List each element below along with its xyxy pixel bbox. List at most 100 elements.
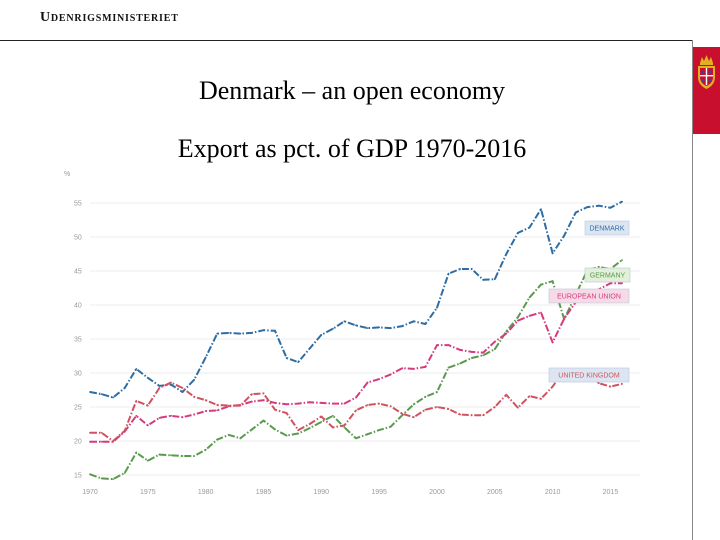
data-point-european-union [517,319,519,322]
data-point-germany [528,296,531,299]
data-point-european-union [308,401,311,404]
data-point-european-union [320,402,323,404]
data-point-united-kingdom [332,426,334,429]
y-tick-label: 55 [74,201,82,208]
data-point-denmark [424,323,427,325]
data-point-united-kingdom [528,395,531,397]
y-axis-label: % [64,171,70,178]
slide-title: Denmark – an open economy [198,76,506,105]
data-point-denmark [389,327,392,329]
data-point-european-union [89,440,91,443]
data-point-united-kingdom [100,431,103,434]
data-point-denmark [274,329,276,332]
data-point-germany [517,316,519,319]
data-point-denmark [204,356,207,359]
data-point-united-kingdom [366,404,369,406]
data-point-denmark [470,268,473,270]
data-point-united-kingdom [297,429,300,431]
x-tick-label: 2010 [545,489,561,496]
data-point-germany [239,437,242,440]
data-point-denmark [366,327,369,329]
ministry-name: Udenrigsministeriet [40,10,179,25]
data-point-denmark [355,324,357,327]
data-point-european-union [274,402,276,404]
data-point-united-kingdom [401,412,404,415]
data-point-denmark [227,332,230,334]
data-point-denmark [505,253,508,255]
coat-of-arms [693,47,720,134]
data-point-european-union [204,410,207,412]
data-point-european-union [332,402,334,405]
data-point-germany [378,429,380,431]
data-point-united-kingdom [505,393,508,396]
data-point-united-kingdom [320,415,323,418]
data-point-denmark [401,325,404,327]
data-point-european-union [158,417,161,419]
header-rule [0,40,693,41]
crown-shield-icon [698,55,715,89]
data-point-european-union [216,409,219,412]
data-point-germany [366,433,369,436]
data-point-germany [505,330,508,333]
data-point-united-kingdom [146,404,149,407]
data-point-germany [551,280,554,283]
data-point-denmark [100,393,103,395]
data-point-denmark [239,332,242,335]
data-point-united-kingdom [181,387,184,389]
data-point-united-kingdom [285,412,288,414]
data-point-germany [100,477,103,480]
data-point-european-union [401,367,404,370]
data-point-denmark [181,391,184,393]
data-point-germany [355,437,357,440]
data-point-germany [459,362,461,365]
data-point-european-union [470,351,473,353]
data-point-european-union [424,366,427,368]
data-point-united-kingdom [389,405,392,408]
data-point-european-union [412,368,415,370]
data-point-european-union [343,402,346,405]
data-point-european-union [262,399,265,402]
data-point-denmark [412,320,415,323]
x-tick-label: 2000 [429,489,445,496]
data-point-united-kingdom [204,399,207,402]
data-point-european-union [528,315,531,317]
data-point-germany [401,414,404,417]
y-tick-label: 50 [74,235,82,242]
side-rule [692,40,693,540]
data-point-united-kingdom [517,406,519,409]
data-point-european-union [609,282,612,285]
data-point-denmark [170,383,172,386]
series-line-germany [89,259,623,481]
data-point-germany [621,259,623,261]
data-point-united-kingdom [447,408,450,410]
data-point-denmark [193,378,196,381]
data-point-denmark [216,332,219,335]
data-point-united-kingdom [424,408,427,411]
x-tick-label: 1990 [314,489,330,496]
data-point-germany [598,266,600,268]
legend-label-european-union: EUROPEAN UNION [557,294,621,301]
data-point-germany [274,428,276,431]
data-point-united-kingdom [89,431,91,434]
data-point-united-kingdom [158,387,161,389]
data-point-european-union [493,340,496,343]
data-point-european-union [366,381,369,384]
data-point-germany [482,354,485,357]
chart-grid [90,202,640,476]
data-point-denmark [135,368,138,370]
data-point-united-kingdom [470,414,473,417]
data-point-germany [216,438,219,441]
data-point-germany [135,451,138,454]
data-point-european-union [285,403,288,406]
data-point-germany [227,434,230,436]
data-point-denmark [332,327,334,330]
data-point-denmark [251,332,253,334]
data-point-denmark [459,268,461,270]
data-point-denmark [482,278,485,281]
legend-label-united-kingdom: UNITED KINGDOM [558,373,620,380]
series-line-united-kingdom [90,369,623,442]
data-point-european-union [482,351,485,354]
data-point-germany [170,454,172,457]
data-point-germany [123,472,126,474]
chart-legend: DENMARK GERMANY EUROPEAN UNION UNITED KINGD… [548,220,631,383]
